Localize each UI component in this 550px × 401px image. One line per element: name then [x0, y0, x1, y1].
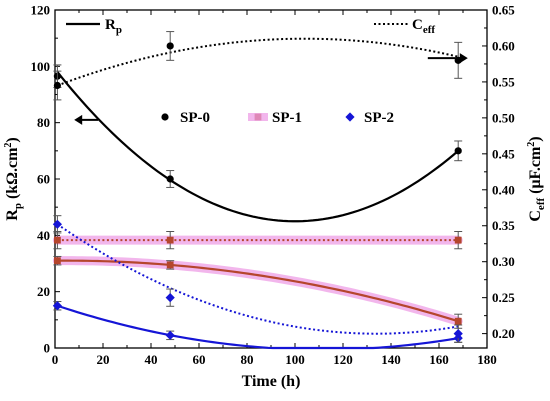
- legend-label-sp-0: SP-0: [180, 110, 210, 126]
- data-point-sp-0-ceff: [166, 42, 174, 50]
- y-right-tick-label: 0.55: [492, 74, 515, 89]
- legend-label-ceff: Ceff: [412, 17, 435, 36]
- y-right-axis-title: Ceff (μF.cm2): [526, 136, 547, 221]
- x-tick-label: 40: [145, 352, 158, 367]
- data-point-sp-2-ceff: [453, 329, 463, 339]
- arrow-head-right: [459, 53, 468, 64]
- y-right-tick-label: 0.50: [492, 110, 515, 125]
- y-right-tick-label: 0.30: [492, 254, 515, 269]
- arrow-head-left: [74, 114, 83, 125]
- x-tick-label: 100: [285, 352, 305, 367]
- y-left-tick-label: 40: [37, 228, 50, 243]
- y-left-tick-label: 20: [37, 284, 50, 299]
- data-point-sp-1-ceff: [454, 236, 462, 244]
- y-right-tick-label: 0.25: [492, 290, 515, 305]
- legend-label-sp-1: SP-1: [272, 110, 302, 126]
- y-right-tick-label: 0.20: [492, 326, 515, 341]
- data-point-sp-1-rp: [454, 317, 462, 325]
- legend-label-rp: Rp: [105, 17, 122, 36]
- x-tick-label: 20: [97, 352, 110, 367]
- fit-line-sp-1-rp: [57, 259, 459, 323]
- data-point-sp-1-ceff: [54, 236, 61, 244]
- x-tick-label: 140: [381, 352, 401, 367]
- fit-line-sp-0-ceff: [57, 37, 459, 87]
- fit-line-sp-2-ceff: [56, 223, 459, 335]
- y-right-tick-label: 0.60: [492, 38, 515, 53]
- x-tick-label: 80: [241, 352, 254, 367]
- data-points-layer: [52, 31, 463, 343]
- data-point-sp-1-rp: [54, 257, 61, 265]
- data-point-sp-1-rp: [166, 261, 174, 269]
- legend-marker-sp-0: [161, 113, 169, 121]
- y-left-tick-label: 100: [31, 59, 51, 74]
- fit-halo-sp-1-rp: [52, 256, 463, 326]
- legend-marker-sp-2: [345, 112, 355, 122]
- x-tick-label: 180: [477, 352, 497, 367]
- y-left-tick-label: 60: [37, 172, 50, 187]
- data-point-sp-0-rp: [166, 175, 174, 183]
- x-tick-label: 0: [52, 352, 59, 367]
- fit-lines-layer: [56, 37, 459, 350]
- data-point-sp-1-ceff: [166, 236, 174, 244]
- x-tick-label: 60: [193, 352, 206, 367]
- y-left-axis-title: Rp (kΩ.cm2): [3, 137, 24, 220]
- y-left-tick-label: 120: [31, 3, 51, 18]
- y-right-tick-label: 0.45: [492, 146, 515, 161]
- x-axis-title: Time (h): [242, 373, 301, 390]
- fit-line-sp-2-rp: [57, 304, 459, 350]
- labels-layer: 0 20 40 60 80 100 120 140 160 180 0 20 40 60 80 100 120 0…: [3, 3, 547, 391]
- legend-label-sp-2: SP-2: [364, 110, 394, 126]
- y-right-tick-label: 0.40: [492, 182, 515, 197]
- fit-halo-layer: [52, 235, 463, 326]
- data-point-sp-0-rp: [454, 147, 462, 155]
- data-point-sp-0-ceff: [53, 81, 62, 90]
- data-point-sp-2-rp: [165, 330, 175, 340]
- y-right-tick-label: 0.65: [492, 3, 515, 18]
- data-point-sp-2-rp: [52, 301, 62, 311]
- y-left-tick-label: 0: [44, 341, 51, 356]
- y-left-tick-label: 80: [37, 115, 50, 130]
- data-point-sp-2-ceff: [52, 219, 62, 229]
- fit-line-sp-0-rp: [56, 71, 459, 223]
- data-point-sp-2-ceff: [165, 293, 175, 303]
- y-right-tick-label: 0.35: [492, 218, 515, 233]
- x-tick-label: 160: [429, 352, 449, 367]
- x-tick-label: 120: [333, 352, 353, 367]
